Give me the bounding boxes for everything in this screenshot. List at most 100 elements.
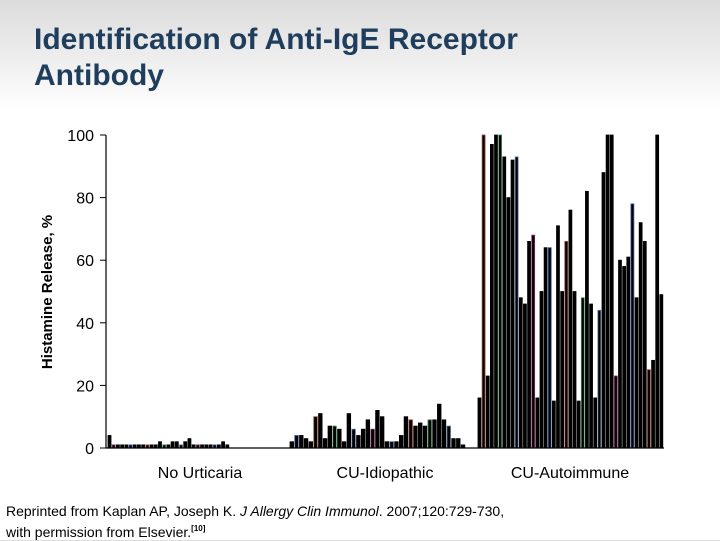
bar: [601, 172, 606, 449]
bar: [332, 425, 337, 449]
bar: [384, 441, 390, 449]
category-label: CU-Autoimmune: [511, 465, 629, 482]
bar: [514, 156, 519, 449]
bar: [535, 397, 540, 449]
bar: [572, 291, 577, 449]
bar: [289, 441, 294, 449]
bar: [605, 134, 610, 449]
histamine-release-chart: 0 20 40 60 80 100 Histamine Release, % No Urtic…: [39, 128, 664, 482]
bar: [446, 425, 451, 449]
bar: [498, 134, 503, 449]
bar: [221, 441, 225, 449]
bar: [655, 134, 660, 449]
bar: [589, 303, 593, 449]
bar: [556, 225, 560, 449]
bar: [389, 441, 394, 449]
bar: [494, 134, 498, 449]
bar: [576, 400, 581, 449]
bar: [506, 197, 511, 449]
bar: [351, 428, 356, 449]
bar: [107, 435, 112, 449]
y-tick-label: 80: [76, 191, 94, 208]
bar: [370, 428, 375, 449]
bar: [614, 375, 618, 449]
bar: [510, 159, 515, 449]
bar: [341, 441, 347, 449]
bar: [626, 256, 631, 449]
category-label: CU-Idiopathic: [337, 465, 434, 482]
bar: [451, 438, 456, 449]
bar: [158, 441, 162, 449]
bar: [568, 209, 573, 449]
credit-prefix: Reprinted from Kaplan AP, Joseph K.: [6, 503, 240, 519]
bar: [422, 425, 428, 449]
bar: [441, 419, 447, 449]
category-label: No Urticaria: [158, 465, 243, 482]
bar: [413, 425, 418, 449]
bar: [299, 435, 304, 449]
y-tick-label: 40: [76, 316, 94, 333]
bar: [308, 441, 313, 449]
bar: [543, 247, 548, 449]
bar: [174, 441, 179, 449]
bar: [642, 241, 647, 449]
bar: [651, 359, 655, 449]
bar: [346, 413, 352, 449]
bar: [580, 297, 585, 449]
bar: [379, 416, 385, 449]
bar: [327, 425, 333, 449]
bar: [609, 134, 614, 449]
bar: [456, 438, 461, 449]
bar: [659, 294, 664, 449]
slide-title-line-1: Identification of Anti-IgE Receptor: [34, 23, 518, 56]
bar: [622, 266, 626, 449]
bar: [634, 297, 639, 449]
y-tick-label: 100: [67, 128, 94, 145]
bar: [432, 419, 437, 449]
bar: [375, 410, 380, 449]
bar: [547, 247, 552, 449]
bar: [638, 222, 643, 449]
bar: [527, 241, 531, 449]
bar: [187, 438, 192, 449]
bar: [365, 419, 371, 449]
bar: [564, 241, 569, 449]
bar: [313, 416, 318, 449]
bar: [539, 291, 544, 449]
bar: [597, 309, 602, 449]
bar: [418, 422, 423, 449]
bar: [427, 419, 432, 449]
bar: [360, 428, 366, 449]
y-tick-label: 60: [76, 253, 94, 270]
bar: [502, 156, 507, 449]
bar: [531, 234, 536, 449]
bar: [489, 143, 494, 449]
y-tick-label: 0: [85, 441, 94, 458]
bar: [630, 203, 635, 449]
credit-suffix: . 2007;120:729-730, with permission from…: [6, 503, 505, 540]
bar: [518, 297, 523, 449]
bar: [437, 403, 442, 449]
credit-reference: [10]: [191, 524, 206, 533]
slide-title-line-2: Antibody: [34, 59, 164, 92]
y-tick-label: 20: [76, 378, 94, 395]
bar: [394, 441, 399, 449]
bar: [552, 400, 556, 449]
bar: [318, 413, 323, 449]
bar: [585, 190, 589, 449]
bar: [170, 441, 175, 449]
bar: [408, 419, 413, 449]
bar: [356, 435, 361, 449]
bar: [593, 397, 598, 449]
bar: [322, 438, 328, 449]
bar: [337, 428, 342, 449]
bar: [618, 259, 622, 449]
bar: [303, 438, 309, 449]
bar: [647, 369, 651, 449]
bar: [523, 303, 527, 449]
bar: [183, 441, 188, 449]
bar: [485, 375, 490, 449]
credit-journal: J Allergy Clin Immunol: [240, 503, 379, 519]
bar: [403, 416, 409, 449]
slide-title: Identification of Anti-IgE Receptor Anti…: [34, 22, 694, 94]
